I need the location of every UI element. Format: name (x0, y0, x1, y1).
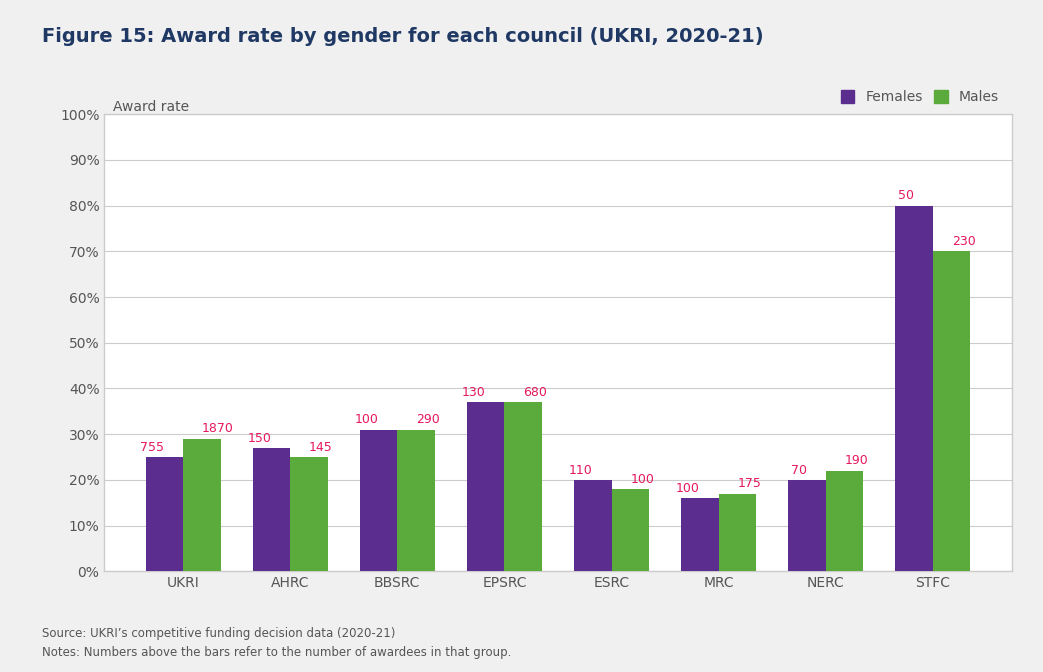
Bar (397, 429, 435, 571)
Text: 175: 175 (737, 477, 761, 491)
Bar (183, 439, 220, 571)
Text: Figure 15: Award rate by gender for each council (UKRI, 2020-21): Figure 15: Award rate by gender for each… (42, 27, 763, 46)
Bar (505, 402, 542, 571)
Text: 290: 290 (416, 413, 440, 426)
Text: 755: 755 (141, 441, 165, 454)
Text: 110: 110 (569, 464, 592, 476)
Text: 70: 70 (791, 464, 807, 476)
Text: 100: 100 (676, 482, 700, 495)
Bar (896, 206, 933, 571)
Bar (467, 402, 505, 571)
Text: 145: 145 (309, 441, 333, 454)
Bar (146, 457, 183, 571)
Text: 130: 130 (462, 386, 486, 399)
Bar (789, 480, 826, 571)
Bar (574, 480, 611, 571)
Bar (826, 470, 864, 571)
Bar (252, 448, 290, 571)
Text: 50: 50 (898, 190, 915, 202)
Text: 190: 190 (845, 454, 869, 468)
Text: 150: 150 (247, 431, 271, 445)
Text: Award rate: Award rate (114, 100, 190, 114)
Text: 680: 680 (524, 386, 548, 399)
Legend: Females, Males: Females, Males (835, 85, 1004, 110)
Bar (933, 251, 970, 571)
Bar (360, 429, 397, 571)
Bar (681, 498, 719, 571)
Text: 100: 100 (630, 472, 654, 486)
Bar (290, 457, 328, 571)
Text: 230: 230 (951, 235, 975, 248)
Bar (611, 489, 649, 571)
Bar (719, 493, 756, 571)
Text: 1870: 1870 (201, 423, 234, 435)
Text: Source: UKRI’s competitive funding decision data (2020-21)
Notes: Numbers above : Source: UKRI’s competitive funding decis… (42, 626, 511, 659)
Text: 100: 100 (355, 413, 379, 426)
